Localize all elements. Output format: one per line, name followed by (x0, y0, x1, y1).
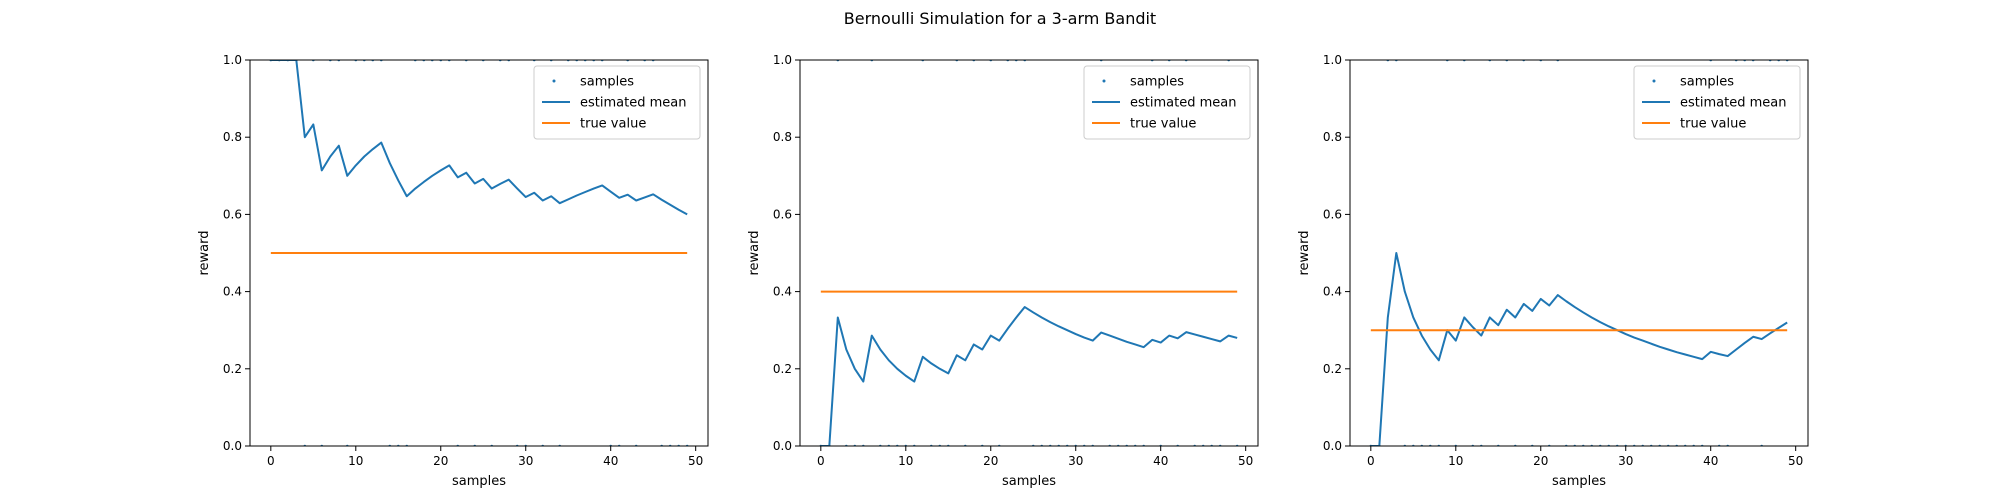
chart-1-ytick-label: 0.4 (223, 285, 242, 299)
chart-2-ytick-label: 0.8 (773, 130, 792, 144)
chart-2-ylabel: reward (747, 230, 762, 275)
chart-2-legend-label: estimated mean (1130, 96, 1236, 111)
chart-2-estimated-mean-line (820, 306, 1238, 446)
chart-1-spines (249, 59, 709, 447)
chart-3-legend-marker-samples (1652, 79, 1656, 83)
chart-1-estimated-mean-line (270, 60, 688, 216)
chart-2-xtick-label: 10 (898, 454, 913, 468)
chart-3-xtick-label: 20 (1533, 454, 1548, 468)
chart-2-spines (799, 59, 1259, 447)
chart-3-ytick-label: 0.4 (1323, 285, 1342, 299)
chart-3-spines (1349, 59, 1809, 447)
chart-3-ytick-label: 0.8 (1323, 130, 1342, 144)
chart-1-ytick-label: 0.0 (223, 439, 242, 453)
chart-2-legend-frame (1083, 65, 1251, 140)
chart-2-axes: 0 10 20 30 40 50 0.0 0.2 0.4 0.6 0.8 1.0 samples rewa… (747, 53, 1259, 489)
chart-1-xtick-label: 40 (603, 454, 618, 468)
chart-1-axes: 0 10 20 30 40 50 0.0 0.2 0.4 0.6 0.8 1.0 samples rewa… (197, 53, 709, 489)
chart-2-ytick-label: 0.0 (773, 439, 792, 453)
chart-1-xtick-label: 50 (688, 454, 703, 468)
chart-3-legend: samples estimated mean true value (1633, 65, 1801, 140)
chart-1-ytick-label: 1.0 (223, 53, 242, 67)
chart-3-axes: 0 10 20 30 40 50 0.0 0.2 0.4 0.6 0.8 1.0 samples rewa… (1297, 53, 1809, 489)
chart-3-estimated-mean-line (1370, 252, 1788, 446)
chart-3-xtick-label: 40 (1703, 454, 1718, 468)
chart-2-ytick-label: 0.2 (773, 362, 792, 376)
chart-1-xtick-label: 0 (267, 454, 275, 468)
chart-1-legend-label: samples (580, 75, 634, 90)
chart-2-legend-label: true value (1130, 117, 1196, 132)
chart-3-xtick-label: 0 (1367, 454, 1375, 468)
chart-3-ytick-label: 1.0 (1323, 53, 1342, 67)
chart-1-legend: samples estimated mean true value (533, 65, 701, 140)
chart-1-xtick-label: 30 (518, 454, 533, 468)
chart-1-xtick-label: 10 (348, 454, 363, 468)
chart-3-legend-label: estimated mean (1680, 96, 1786, 111)
chart-2-xtick-label: 50 (1238, 454, 1253, 468)
chart-1-legend-label: estimated mean (580, 96, 686, 111)
chart-3-legend-label: true value (1680, 117, 1746, 132)
chart-2-legend-marker-samples (1102, 79, 1106, 83)
chart-1-ytick-label: 0.2 (223, 362, 242, 376)
chart-2-legend: samples estimated mean true value (1083, 65, 1251, 140)
chart-3-ylabel: reward (1297, 230, 1312, 275)
chart-1-ylabel: reward (197, 230, 212, 275)
chart-2-ytick-label: 0.4 (773, 285, 792, 299)
chart-2-xtick-label: 40 (1153, 454, 1168, 468)
chart-2-ytick-label: 0.6 (773, 207, 792, 221)
chart-2-ytick-label: 1.0 (773, 53, 792, 67)
chart-1-ytick-label: 0.8 (223, 130, 242, 144)
chart-3-ytick-label: 0.0 (1323, 439, 1342, 453)
chart-1-data (269, 60, 689, 446)
chart-2-xtick-label: 0 (817, 454, 825, 468)
chart-1-legend-marker-samples (552, 79, 556, 83)
chart-3-xtick-label: 30 (1618, 454, 1633, 468)
chart-1-legend-frame (533, 65, 701, 140)
chart-2-xtick-label: 30 (1068, 454, 1083, 468)
chart-3-legend-label: samples (1680, 75, 1734, 90)
chart-1-legend-label: true value (580, 117, 646, 132)
chart-1-ytick-label: 0.6 (223, 207, 242, 221)
figure-title: Bernoulli Simulation for a 3-arm Bandit (844, 9, 1156, 28)
chart-2-legend-label: samples (1130, 75, 1184, 90)
chart-1-xlabel: samples (452, 474, 506, 489)
chart-3-ytick-label: 0.2 (1323, 362, 1342, 376)
chart-1-xtick-label: 20 (433, 454, 448, 468)
chart-3-xtick-label: 10 (1448, 454, 1463, 468)
chart-2-xtick-label: 20 (983, 454, 998, 468)
chart-3-xlabel: samples (1552, 474, 1606, 489)
subplots: 0 10 20 30 40 50 0.0 0.2 0.4 0.6 0.8 1.0 samples rewa… (197, 53, 1809, 489)
chart-3-legend-frame (1633, 65, 1801, 140)
chart-3-xtick-label: 50 (1788, 454, 1803, 468)
chart-3-ytick-label: 0.6 (1323, 207, 1342, 221)
chart-2-xlabel: samples (1002, 474, 1056, 489)
